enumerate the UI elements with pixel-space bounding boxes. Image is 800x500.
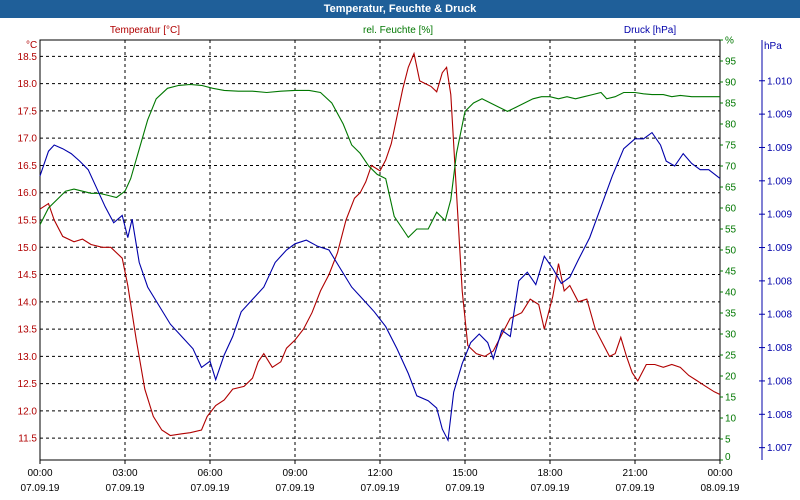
temperature-tick-label: 18.0 <box>18 79 38 90</box>
x-tick-label-time: 21:00 <box>622 468 647 479</box>
temperature-tick-label: 14.5 <box>18 270 38 281</box>
pressure-tick-label: 1.007 <box>767 443 792 454</box>
series-line-humidity <box>39 83 720 239</box>
temperature-tick-label: 13.0 <box>18 352 38 363</box>
temperature-tick-label: 16.0 <box>18 188 38 199</box>
temperature-tick-label: 11.5 <box>18 434 37 445</box>
window-title: Temperatur, Feuchte & Druck <box>0 0 800 18</box>
pressure-tick-label: 1.008 <box>767 410 792 421</box>
legend-humidity: rel. Feuchte [%] <box>363 25 433 36</box>
series-line-temperature <box>39 51 721 437</box>
x-tick-label-date: 07.09.19 <box>531 483 570 494</box>
humidity-tick-label: 20 <box>725 372 737 383</box>
series-line-pressure <box>39 131 721 443</box>
chart-series <box>39 51 721 443</box>
humidity-tick-label: 50 <box>725 246 737 257</box>
humidity-tick-label: 85 <box>725 99 737 110</box>
x-tick-label-date: 07.09.19 <box>21 483 60 494</box>
humidity-tick-label: 75 <box>725 141 737 152</box>
x-tick-label-time: 00:00 <box>707 468 732 479</box>
temperature-tick-label: 12.0 <box>18 406 38 417</box>
humidity-tick-label: 45 <box>725 267 737 278</box>
temperature-tick-label: 15.5 <box>18 216 38 227</box>
legend-pressure: Druck [hPa] <box>624 25 676 36</box>
pressure-tick-label: 1.009 <box>767 243 792 254</box>
x-tick-label-date: 07.09.19 <box>446 483 485 494</box>
chart-grid <box>39 39 721 461</box>
pressure-tick-label: 1.008 <box>767 276 792 287</box>
humidity-tick-label: 25 <box>725 351 737 362</box>
temperature-tick-label: 17.0 <box>18 134 38 145</box>
pressure-axis-unit: hPa <box>764 41 782 52</box>
temperature-tick-label: 18.5 <box>18 52 38 63</box>
pressure-tick-label: 1.009 <box>767 176 792 187</box>
temperature-tick-label: 13.5 <box>18 325 38 336</box>
temperature-axis-unit: °C <box>26 40 37 51</box>
humidity-tick-label: 80 <box>725 120 737 131</box>
x-tick-label-date: 07.09.19 <box>191 483 230 494</box>
chart-labels: 00:00 07.09.19 03:00 07.09.19 06:00 07.09.19 0… <box>18 25 793 494</box>
x-tick-label-time: 09:00 <box>282 468 307 479</box>
x-tick-label-date: 07.09.19 <box>361 483 400 494</box>
pressure-tick-label: 1.008 <box>767 343 792 354</box>
x-tick-label-time: 03:00 <box>112 468 137 479</box>
pressure-tick-label: 1.010 <box>767 76 792 87</box>
x-tick-label-time: 06:00 <box>197 468 222 479</box>
humidity-tick-label: 15 <box>725 393 737 404</box>
legend-temperature: Temperatur [°C] <box>110 25 180 36</box>
humidity-tick-label: 35 <box>725 309 737 320</box>
pressure-tick-label: 1.009 <box>767 110 792 121</box>
weather-chart: 00:00 07.09.19 03:00 07.09.19 06:00 07.09.19 0… <box>18 25 793 494</box>
humidity-tick-label: 65 <box>725 183 737 194</box>
humidity-tick-label: 0 <box>725 452 731 463</box>
pressure-tick-label: 1.008 <box>767 310 792 321</box>
x-tick-label-date: 07.09.19 <box>106 483 145 494</box>
humidity-tick-label: 55 <box>725 225 737 236</box>
humidity-tick-label: 10 <box>725 414 737 425</box>
x-tick-label-time: 12:00 <box>367 468 392 479</box>
humidity-tick-label: 30 <box>725 330 737 341</box>
humidity-tick-label: 70 <box>725 162 737 173</box>
x-tick-label-time: 00:00 <box>27 468 52 479</box>
x-tick-label-time: 15:00 <box>452 468 477 479</box>
temperature-tick-label: 14.0 <box>18 297 38 308</box>
temperature-tick-label: 17.5 <box>18 106 38 117</box>
temperature-tick-label: 15.0 <box>18 243 38 254</box>
humidity-tick-label: 60 <box>725 204 737 215</box>
x-tick-label-time: 18:00 <box>537 468 562 479</box>
x-tick-label-date: 07.09.19 <box>616 483 655 494</box>
pressure-tick-label: 1.009 <box>767 143 792 154</box>
x-tick-label-date: 07.09.19 <box>276 483 315 494</box>
x-tick-label-date: 08.09.19 <box>701 483 740 494</box>
chart-axes <box>39 39 765 464</box>
humidity-tick-label: 40 <box>725 288 737 299</box>
temperature-tick-label: 16.5 <box>18 161 38 172</box>
humidity-tick-label: % <box>725 36 734 47</box>
pressure-tick-label: 1.008 <box>767 376 792 387</box>
humidity-tick-label: 95 <box>725 57 737 68</box>
temperature-tick-label: 12.5 <box>18 379 38 390</box>
humidity-tick-label: 5 <box>725 435 731 446</box>
humidity-tick-label: 90 <box>725 78 737 89</box>
pressure-tick-label: 1.009 <box>767 210 792 221</box>
